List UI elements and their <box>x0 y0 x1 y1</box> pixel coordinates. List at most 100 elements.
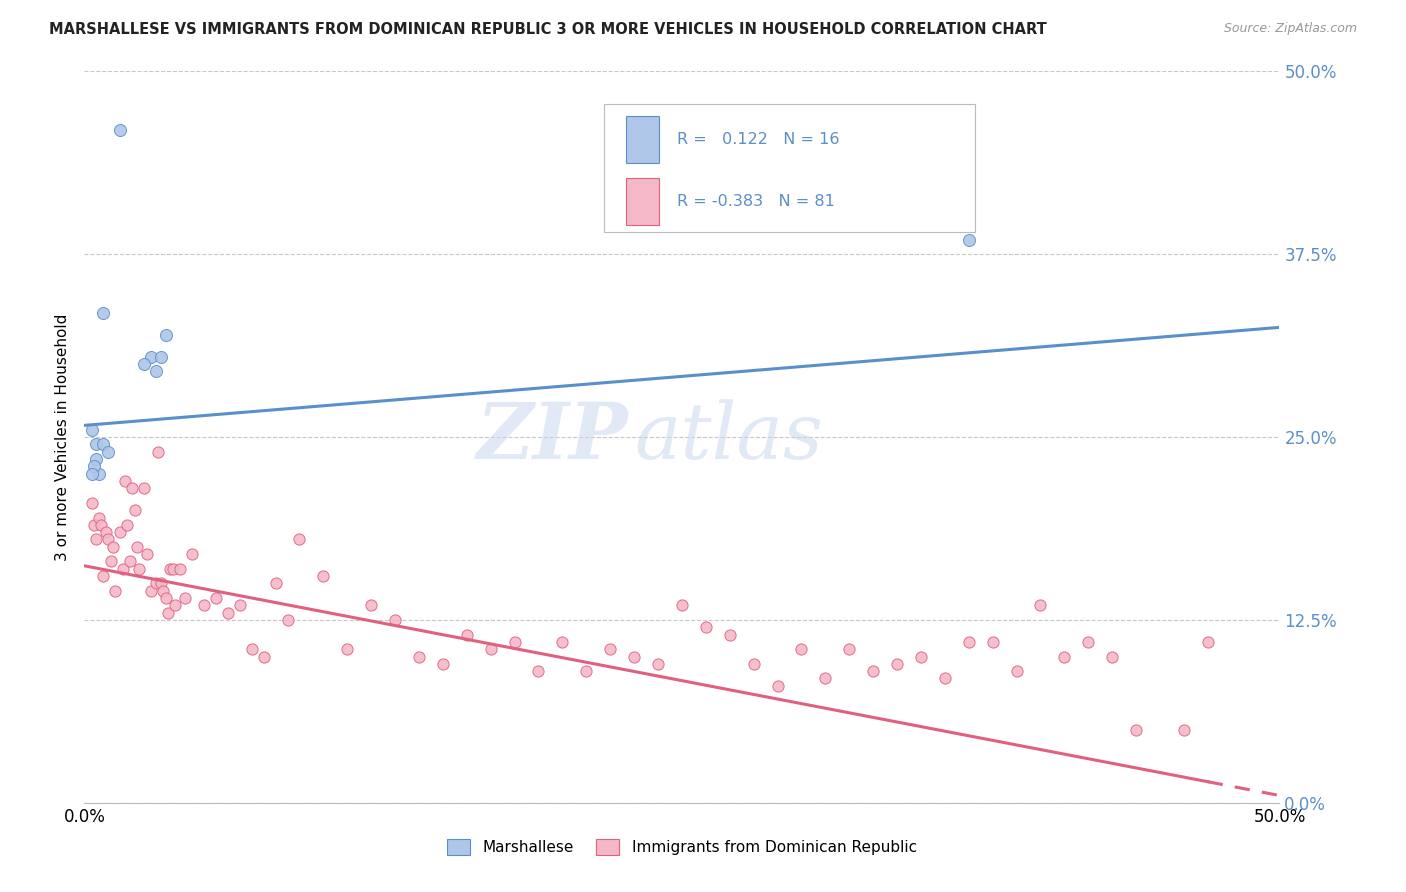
Point <box>104 583 127 598</box>
Point <box>155 327 177 342</box>
Point <box>456 627 478 641</box>
Point <box>1005 664 1028 678</box>
Point <box>181 547 204 561</box>
Point <box>217 606 239 620</box>
Point <box>86 533 108 547</box>
Point <box>910 649 932 664</box>
Point <box>1173 723 1195 737</box>
Point <box>1197 635 1219 649</box>
Point <box>155 591 177 605</box>
Point <box>408 649 430 664</box>
Point <box>132 357 156 371</box>
Point <box>647 657 669 671</box>
Point <box>93 569 115 583</box>
Point <box>145 364 167 378</box>
Point <box>80 496 103 510</box>
Text: R = -0.383   N = 81: R = -0.383 N = 81 <box>678 194 835 209</box>
Point <box>132 481 156 495</box>
Point <box>742 657 765 671</box>
Point <box>101 540 124 554</box>
Point <box>479 642 502 657</box>
Point <box>152 583 174 598</box>
Point <box>623 649 645 664</box>
Point <box>814 672 837 686</box>
Point <box>886 657 908 671</box>
Point <box>981 635 1004 649</box>
Text: MARSHALLESE VS IMMIGRANTS FROM DOMINICAN REPUBLIC 3 OR MORE VEHICLES IN HOUSEHOL: MARSHALLESE VS IMMIGRANTS FROM DOMINICAN… <box>49 22 1047 37</box>
Point <box>97 444 120 458</box>
FancyBboxPatch shape <box>626 178 659 226</box>
Point <box>149 576 172 591</box>
Point <box>83 517 105 532</box>
Point <box>100 554 122 568</box>
Point <box>1125 723 1147 737</box>
Point <box>527 664 550 678</box>
Point <box>128 562 150 576</box>
Point <box>240 642 263 657</box>
Point <box>1029 599 1052 613</box>
Point <box>157 606 180 620</box>
Point <box>432 657 454 671</box>
Point <box>80 423 103 437</box>
Point <box>838 642 860 657</box>
Point <box>97 533 120 547</box>
Point <box>503 635 526 649</box>
Y-axis label: 3 or more Vehicles in Household: 3 or more Vehicles in Household <box>55 313 70 561</box>
Point <box>229 599 252 613</box>
Point <box>83 459 105 474</box>
Point <box>169 562 191 576</box>
Point <box>790 642 813 657</box>
Point <box>957 233 980 247</box>
Point <box>1101 649 1123 664</box>
Legend: Marshallese, Immigrants from Dominican Republic: Marshallese, Immigrants from Dominican R… <box>441 833 922 861</box>
Point <box>165 599 187 613</box>
Point <box>93 306 115 320</box>
Point <box>148 444 170 458</box>
Point <box>124 503 146 517</box>
Point <box>312 569 335 583</box>
Point <box>695 620 717 634</box>
Point <box>934 672 956 686</box>
Point <box>253 649 276 664</box>
Point <box>671 599 693 613</box>
Point <box>575 664 598 678</box>
Point <box>288 533 311 547</box>
Point <box>121 481 143 495</box>
FancyBboxPatch shape <box>626 116 659 163</box>
Point <box>551 635 574 649</box>
Text: R =   0.122   N = 16: R = 0.122 N = 16 <box>678 132 839 147</box>
Point <box>141 350 163 364</box>
Point <box>957 635 980 649</box>
Point <box>277 613 299 627</box>
Point <box>336 642 359 657</box>
Point <box>117 517 139 532</box>
Text: Source: ZipAtlas.com: Source: ZipAtlas.com <box>1223 22 1357 36</box>
Point <box>173 591 195 605</box>
Point <box>125 540 148 554</box>
Point <box>145 576 167 591</box>
Point <box>862 664 884 678</box>
Point <box>384 613 406 627</box>
Point <box>86 452 108 467</box>
Point <box>110 123 132 137</box>
Point <box>193 599 215 613</box>
FancyBboxPatch shape <box>605 104 974 232</box>
Point <box>718 627 741 641</box>
Point <box>264 576 287 591</box>
Point <box>114 474 136 488</box>
Point <box>135 547 157 561</box>
Point <box>766 679 789 693</box>
Point <box>110 525 132 540</box>
Point <box>360 599 382 613</box>
Point <box>111 562 134 576</box>
Point <box>94 525 117 540</box>
Point <box>141 583 163 598</box>
Point <box>162 562 184 576</box>
Text: ZIP: ZIP <box>477 399 628 475</box>
Point <box>90 517 112 532</box>
Point <box>149 350 172 364</box>
Point <box>93 437 115 451</box>
Text: atlas: atlas <box>634 399 823 475</box>
Point <box>87 467 110 481</box>
Point <box>87 510 110 524</box>
